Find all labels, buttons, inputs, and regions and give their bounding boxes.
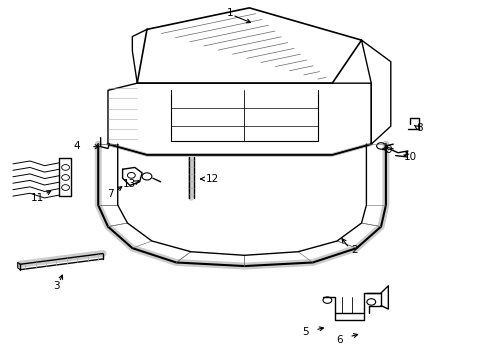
Text: 1: 1 [226, 8, 233, 18]
Text: 6: 6 [336, 334, 342, 345]
Text: 2: 2 [350, 245, 357, 255]
Text: 3: 3 [53, 281, 60, 291]
Text: 11: 11 [31, 193, 44, 203]
Text: 5: 5 [302, 327, 308, 337]
Text: 13: 13 [123, 179, 136, 189]
Text: 4: 4 [73, 141, 80, 151]
Text: 8: 8 [416, 123, 423, 133]
Text: 10: 10 [403, 152, 416, 162]
Text: 12: 12 [206, 174, 219, 184]
Text: 7: 7 [107, 189, 114, 199]
Text: 9: 9 [384, 144, 391, 154]
